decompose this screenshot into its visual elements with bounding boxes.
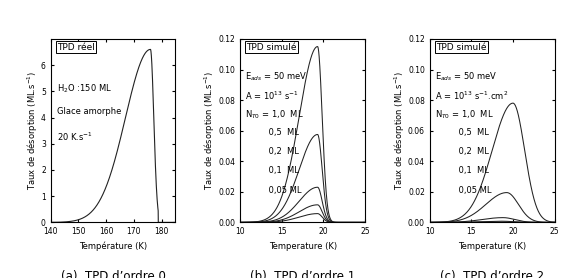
Text: 0,05 ML: 0,05 ML [245, 186, 302, 195]
Text: 20 K.s$^{-1}$: 20 K.s$^{-1}$ [57, 131, 93, 143]
Text: 0,2  ML: 0,2 ML [435, 147, 489, 156]
Text: 0,5  ML: 0,5 ML [245, 128, 299, 137]
Text: Glace amorphe: Glace amorphe [57, 107, 121, 116]
Text: (c)  TPD d’ordre 2: (c) TPD d’ordre 2 [440, 270, 544, 278]
Y-axis label: Taux de désorption (ML.s$^{-1}$): Taux de désorption (ML.s$^{-1}$) [392, 71, 406, 190]
Text: A = 10$^{13}$ s$^{-1}$.cm$^{2}$: A = 10$^{13}$ s$^{-1}$.cm$^{2}$ [435, 90, 508, 102]
Text: 0,1  ML: 0,1 ML [435, 167, 489, 175]
Text: H$_2$O :150 ML: H$_2$O :150 ML [57, 83, 112, 95]
Text: E$_{ads}$ = 50 meV: E$_{ads}$ = 50 meV [435, 70, 498, 83]
Text: (b)  TPD d’ordre 1: (b) TPD d’ordre 1 [250, 270, 355, 278]
X-axis label: Température (K): Température (K) [79, 242, 147, 251]
Text: 0,2  ML: 0,2 ML [245, 147, 299, 156]
Text: TPD réel: TPD réel [57, 43, 95, 52]
X-axis label: Temperature (K): Temperature (K) [269, 242, 337, 251]
Text: E$_{ads}$ = 50 meV: E$_{ads}$ = 50 meV [245, 70, 308, 83]
Y-axis label: Taux de désorption (ML.s$^{-1}$): Taux de désorption (ML.s$^{-1}$) [25, 71, 39, 190]
Text: 0,1  ML: 0,1 ML [245, 167, 299, 175]
Text: TPD simulé: TPD simulé [247, 43, 297, 52]
Text: TPD simulé: TPD simulé [436, 43, 486, 52]
Text: 0,05 ML: 0,05 ML [435, 186, 491, 195]
Text: 0,5  ML: 0,5 ML [435, 128, 489, 137]
Text: N$_{T0}$ = 1,0  ML: N$_{T0}$ = 1,0 ML [435, 109, 494, 121]
Y-axis label: Taux de désorption (ML.s$^{-1}$): Taux de désorption (ML.s$^{-1}$) [203, 71, 217, 190]
Text: N$_{T0}$ = 1,0  ML: N$_{T0}$ = 1,0 ML [245, 109, 304, 121]
Text: A = 10$^{13}$ s$^{-1}$: A = 10$^{13}$ s$^{-1}$ [245, 90, 299, 102]
Text: (a)  TPD d’ordre 0: (a) TPD d’ordre 0 [61, 270, 166, 278]
X-axis label: Temperature (K): Temperature (K) [458, 242, 526, 251]
